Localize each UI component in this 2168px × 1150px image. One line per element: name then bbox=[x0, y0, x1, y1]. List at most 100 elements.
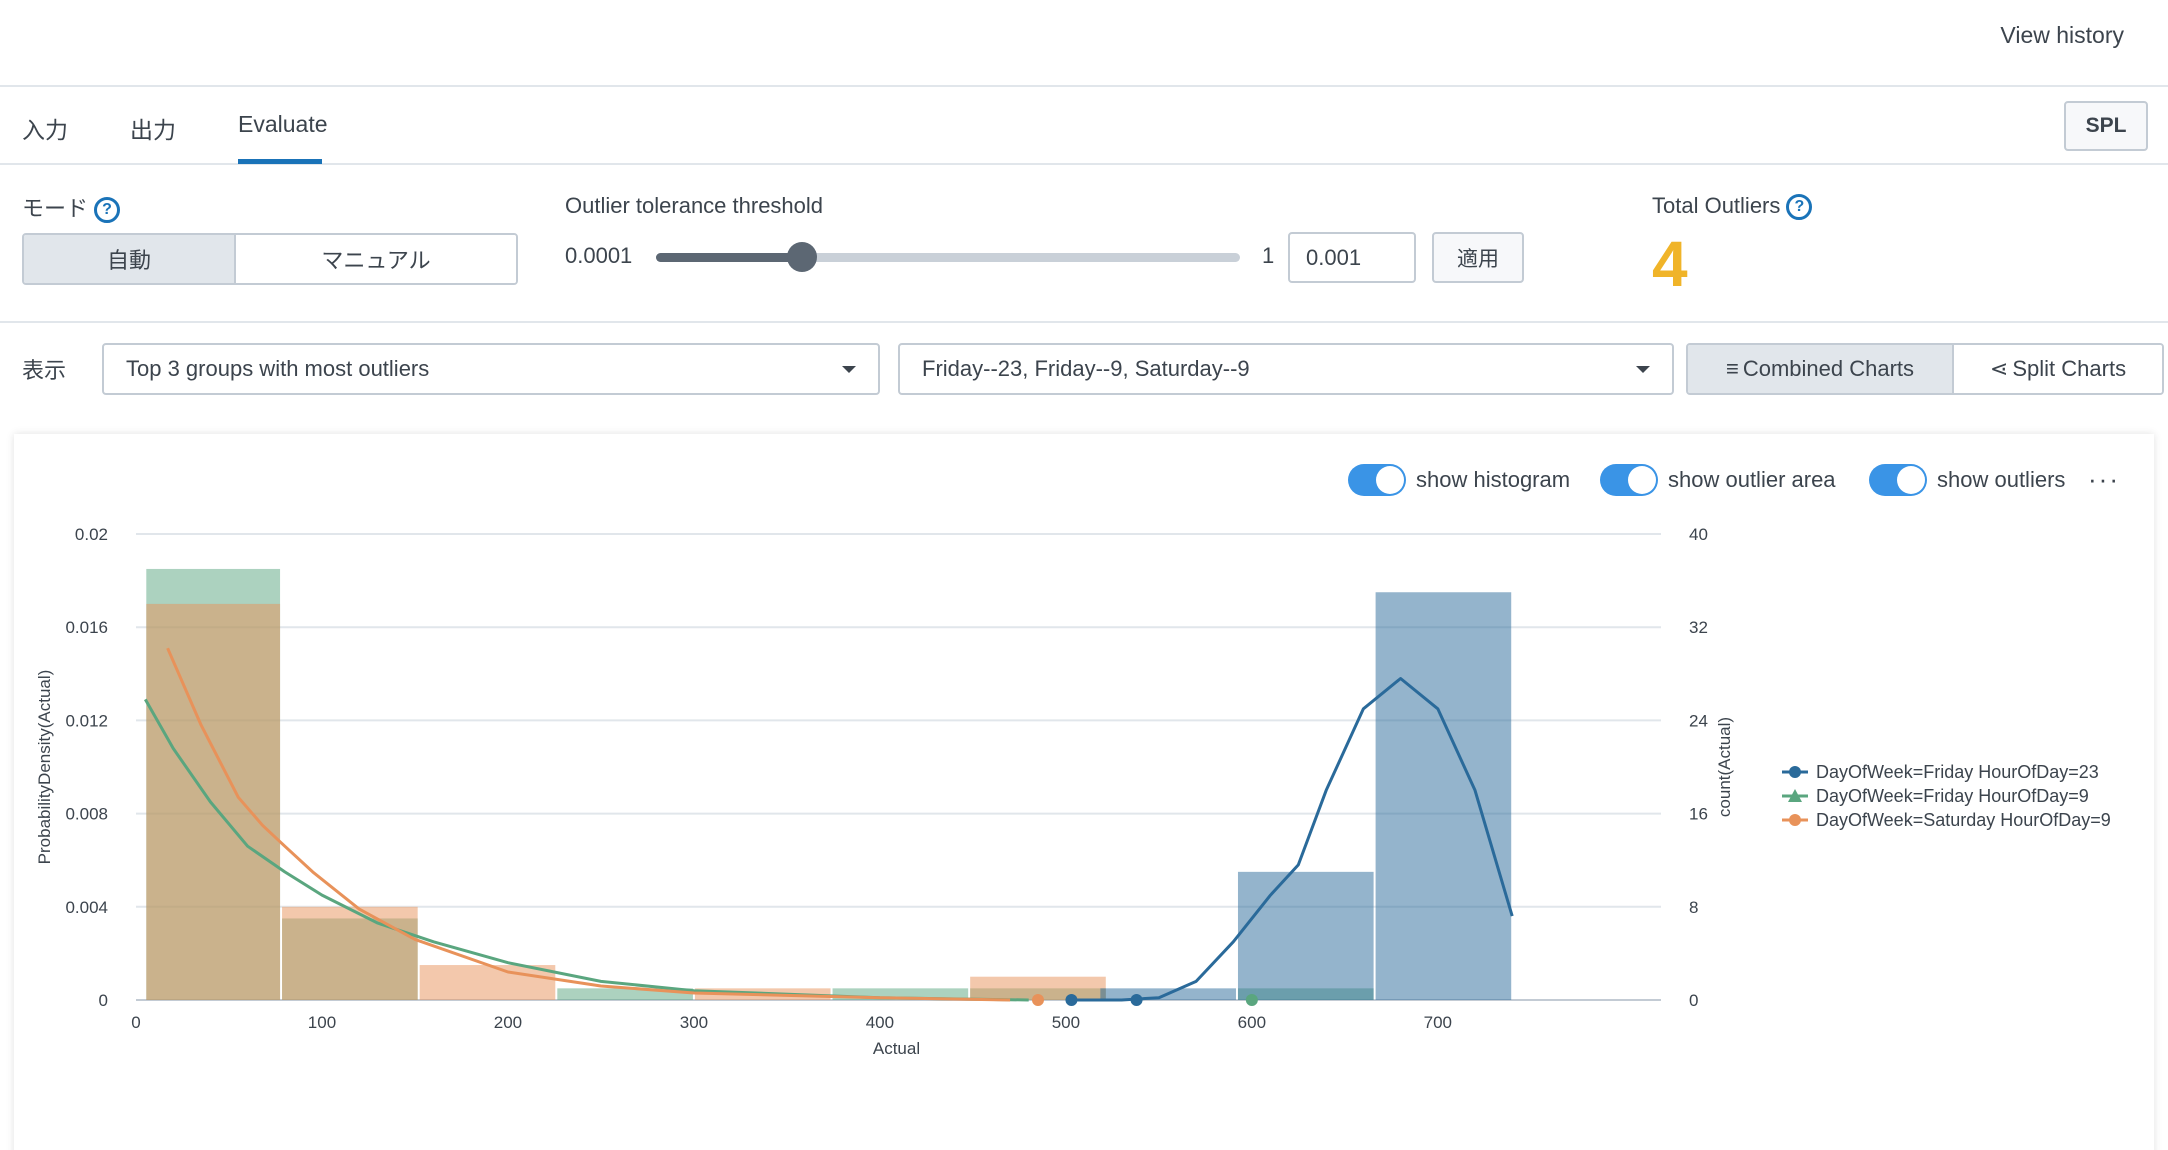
total-outliers-value: 4 bbox=[1652, 228, 1688, 300]
split-icon: ⋖ bbox=[1989, 356, 2009, 381]
y-right-tick-label: 24 bbox=[1689, 711, 1708, 730]
x-tick-label: 400 bbox=[866, 1013, 894, 1032]
combined-charts-button[interactable]: ≡ Combined Charts bbox=[1688, 345, 1954, 393]
y-left-tick-label: 0.004 bbox=[65, 898, 108, 917]
group-select[interactable]: Top 3 groups with most outliers bbox=[102, 343, 880, 395]
histogram-bar bbox=[557, 988, 693, 1000]
legend-marker bbox=[1788, 789, 1802, 802]
show-histogram-label: show histogram bbox=[1416, 467, 1571, 492]
mode-auto-button[interactable]: 自動 bbox=[24, 235, 236, 283]
y-right-axis-label: count(Actual) bbox=[1715, 717, 1734, 817]
evaluate-controls: モード? 自動 マニュアル Outlier tolerance threshol… bbox=[0, 165, 2168, 323]
outlier-point bbox=[1065, 994, 1078, 1006]
density-lines bbox=[143, 647, 1514, 1002]
legend-marker bbox=[1789, 766, 1801, 778]
total-outliers-label: Total Outliers bbox=[1652, 193, 1781, 218]
slider-fill bbox=[656, 253, 802, 262]
mode-segmented-control: 自動 マニュアル bbox=[22, 233, 518, 285]
series-select[interactable]: Friday--23, Friday--9, Saturday--9 bbox=[898, 343, 1674, 395]
slider-handle[interactable] bbox=[787, 242, 817, 272]
outlier-point bbox=[1245, 994, 1258, 1006]
total-outliers-label-group: Total Outliers? bbox=[1652, 193, 1813, 221]
toggle-switch[interactable] bbox=[1869, 464, 1927, 496]
display-row: 表示 Top 3 groups with most outliers Frida… bbox=[0, 323, 2168, 403]
chevron-down-icon bbox=[1636, 366, 1650, 373]
y-left-tick-label: 0.008 bbox=[65, 805, 108, 824]
y-left-tick-label: 0.012 bbox=[65, 711, 108, 730]
spl-button[interactable]: SPL bbox=[2064, 101, 2148, 151]
y-right-tick-label: 40 bbox=[1689, 525, 1708, 544]
histogram-bar bbox=[419, 965, 556, 1000]
y-right-tick-label: 16 bbox=[1689, 805, 1708, 824]
legend-label: DayOfWeek=Friday HourOfDay=9 bbox=[1816, 786, 2089, 806]
histogram-bar bbox=[146, 603, 281, 1000]
toggle-switch[interactable] bbox=[1600, 464, 1658, 496]
histogram-bar bbox=[832, 988, 969, 1000]
chart-layout-toggle: ≡ Combined Charts ⋖ Split Charts bbox=[1686, 343, 2164, 395]
x-tick-label: 200 bbox=[494, 1013, 522, 1032]
outlier-markers bbox=[1031, 994, 1258, 1006]
x-tick-label: 300 bbox=[680, 1013, 708, 1032]
tab-evaluate[interactable]: Evaluate bbox=[238, 111, 328, 137]
legend-label: DayOfWeek=Friday HourOfDay=23 bbox=[1816, 762, 2099, 782]
y-right-tick-label: 8 bbox=[1689, 898, 1698, 917]
threshold-input[interactable]: 0.001 bbox=[1288, 232, 1416, 283]
mode-label: モード bbox=[22, 196, 89, 221]
outlier-point bbox=[1130, 994, 1143, 1006]
y-left-tick-label: 0.02 bbox=[75, 525, 108, 544]
combined-charts-label: Combined Charts bbox=[1742, 356, 1915, 381]
x-tick-label: 600 bbox=[1238, 1013, 1266, 1032]
x-tick-label: 500 bbox=[1052, 1013, 1080, 1032]
threshold-slider[interactable] bbox=[656, 242, 1240, 272]
density-histogram-chart: 0 0.004 0.008 0.012 0.016 0.02 0 8 16 24 32 400 100 2… bbox=[35, 525, 2111, 1058]
mode-label-group: モード? bbox=[22, 191, 121, 224]
x-tick-label: 700 bbox=[1424, 1013, 1452, 1032]
chart-panel: show histogram show outlier area show ou… bbox=[14, 434, 2154, 1150]
legend-label: DayOfWeek=Saturday HourOfDay=9 bbox=[1816, 810, 2111, 830]
y-left-tick-label: 0.016 bbox=[65, 618, 108, 637]
apply-button[interactable]: 適用 bbox=[1432, 232, 1524, 283]
toggle-switch[interactable] bbox=[1348, 464, 1406, 496]
help-icon[interactable]: ? bbox=[1786, 194, 1813, 221]
view-history-link[interactable]: View history bbox=[2000, 22, 2124, 48]
density-line bbox=[1065, 677, 1514, 1002]
x-tick-label: 100 bbox=[308, 1013, 336, 1032]
histogram-bar bbox=[282, 906, 418, 1000]
y-right-tick-label: 32 bbox=[1689, 618, 1708, 637]
slider-min-label: 0.0001 bbox=[565, 243, 633, 268]
legend-marker bbox=[1789, 814, 1801, 826]
outlier-point bbox=[1031, 994, 1044, 1006]
density-line bbox=[143, 698, 1029, 1002]
show-histogram-toggle[interactable]: show histogram bbox=[1348, 464, 1570, 496]
display-label: 表示 bbox=[22, 358, 67, 383]
chart-legend: DayOfWeek=Friday HourOfDay=23 DayOfWeek=F… bbox=[1782, 762, 2111, 830]
slider-max-label: 1 bbox=[1262, 243, 1275, 268]
chart-axes: 0 0.004 0.008 0.012 0.016 0.02 0 8 16 24 32 400 100 2… bbox=[35, 525, 1734, 1058]
active-tab-indicator bbox=[238, 159, 322, 164]
show-outlier-area-label: show outlier area bbox=[1668, 467, 1836, 492]
show-outliers-label: show outliers bbox=[1937, 467, 2066, 492]
group-select-value: Top 3 groups with most outliers bbox=[126, 356, 430, 381]
more-options-icon[interactable]: ··· bbox=[2088, 464, 2120, 494]
series-select-value: Friday--23, Friday--9, Saturday--9 bbox=[922, 356, 1250, 381]
list-icon: ≡ bbox=[1725, 356, 1739, 381]
density-line bbox=[166, 647, 1011, 1002]
threshold-label: Outlier tolerance threshold bbox=[565, 193, 824, 218]
histogram-bar bbox=[1237, 871, 1374, 1000]
y-left-tick-label: 0 bbox=[99, 991, 108, 1010]
split-charts-button[interactable]: ⋖ Split Charts bbox=[1954, 345, 2162, 393]
top-bar: View history bbox=[0, 0, 2168, 87]
histogram-bars bbox=[146, 568, 1512, 1000]
histogram-bar bbox=[1375, 592, 1512, 1000]
show-outliers-toggle[interactable]: show outliers bbox=[1869, 464, 2065, 496]
tab-input[interactable]: 入力 bbox=[22, 117, 68, 143]
help-icon[interactable]: ? bbox=[94, 197, 121, 224]
x-tick-label: 0 bbox=[131, 1013, 140, 1032]
chevron-down-icon bbox=[842, 366, 856, 373]
split-charts-label: Split Charts bbox=[2012, 356, 2127, 381]
tab-output[interactable]: 出力 bbox=[130, 117, 176, 143]
mode-manual-button[interactable]: マニュアル bbox=[236, 235, 516, 283]
show-outlier-area-toggle[interactable]: show outlier area bbox=[1600, 464, 1836, 496]
tab-bar: 入力 出力 Evaluate SPL bbox=[0, 87, 2168, 165]
y-left-axis-label: ProbabilityDensity(Actual) bbox=[35, 670, 54, 865]
